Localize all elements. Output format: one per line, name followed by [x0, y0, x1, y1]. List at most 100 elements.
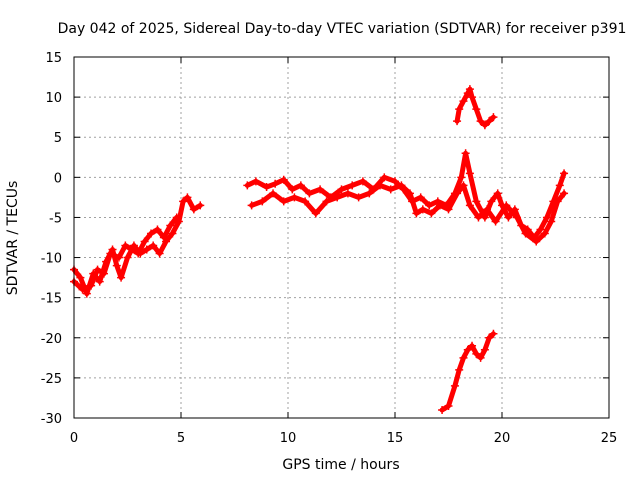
- data-point-marker: [322, 197, 331, 206]
- x-tick-label: 25: [601, 431, 618, 446]
- data-point-marker: [279, 175, 288, 184]
- data-point-marker: [485, 333, 494, 342]
- data-point-marker: [444, 205, 453, 214]
- data-point-marker: [427, 209, 436, 218]
- data-point-marker: [183, 193, 192, 202]
- chart-title: Day 042 of 2025, Sidereal Day-to-day VTE…: [58, 21, 627, 37]
- data-point-marker: [521, 229, 530, 238]
- data-point-marker: [463, 345, 472, 354]
- data-point-marker: [560, 189, 569, 198]
- data-point-marker: [487, 197, 496, 206]
- data-point-marker: [337, 185, 346, 194]
- data-point-marker: [461, 149, 470, 158]
- data-point-marker: [512, 213, 521, 222]
- data-point-marker: [380, 173, 389, 182]
- data-point-marker: [82, 289, 91, 298]
- data-point-marker: [149, 241, 158, 250]
- data-point-marker: [553, 197, 562, 206]
- data-point-marker: [455, 365, 464, 374]
- data-point-marker: [316, 185, 325, 194]
- data-point-marker: [472, 105, 481, 114]
- data-point-marker: [465, 85, 474, 94]
- data-point-marker: [485, 117, 494, 126]
- data-point-marker: [560, 169, 569, 178]
- data-point-marker: [95, 277, 104, 286]
- data-point-marker: [271, 179, 280, 188]
- data-point-marker: [386, 185, 395, 194]
- data-point-marker: [159, 233, 168, 242]
- data-point-marker: [459, 181, 468, 190]
- data-point-marker: [444, 401, 453, 410]
- data-point-marker: [288, 185, 297, 194]
- y-tick-label: 10: [45, 91, 62, 106]
- y-tick-label: 15: [45, 51, 62, 66]
- y-tick-labels: 15 10 5 0 -5 -10 -15 -20 -25 -30: [41, 51, 62, 427]
- data-point-marker: [114, 253, 123, 262]
- y-axis-label: SDTVAR / TECUs: [5, 181, 21, 296]
- data-point-marker: [463, 89, 472, 98]
- y-tick-label: -5: [49, 211, 62, 226]
- data-point-marker: [162, 237, 171, 246]
- series-track-2b: [247, 181, 569, 246]
- data-point-marker: [196, 201, 205, 210]
- data-point-marker: [311, 209, 320, 218]
- data-point-marker: [166, 221, 175, 230]
- data-point-marker: [555, 181, 564, 190]
- data-point-marker: [247, 201, 256, 210]
- data-point-marker: [87, 281, 96, 290]
- data-point-marker: [76, 273, 85, 282]
- data-point-marker: [305, 189, 314, 198]
- data-point-marker: [453, 117, 462, 126]
- data-point-marker: [450, 381, 459, 390]
- data-point-marker: [483, 205, 492, 214]
- data-point-marker: [155, 249, 164, 258]
- data-point-marker: [189, 205, 198, 214]
- data-point-marker: [123, 253, 132, 262]
- data-point-marker: [343, 189, 352, 198]
- data-point-marker: [474, 213, 483, 222]
- data-point-marker: [243, 181, 252, 190]
- data-point-marker: [365, 189, 374, 198]
- data-point-marker: [504, 213, 513, 222]
- x-axis-label: GPS time / hours: [282, 457, 399, 473]
- data-point-marker: [262, 182, 271, 191]
- data-point-marker: [532, 237, 541, 246]
- data-point-marker: [491, 217, 500, 226]
- data-point-marker: [147, 229, 156, 238]
- y-tick-label: -30: [41, 412, 62, 427]
- data-point-marker: [106, 249, 115, 258]
- plot-frame: [73, 56, 610, 419]
- x-tick-label: 20: [494, 431, 511, 446]
- data-point-marker: [416, 193, 425, 202]
- data-point-marker: [99, 269, 108, 278]
- y-tick-label: 0: [54, 171, 62, 186]
- data-point-marker: [536, 225, 545, 234]
- data-point-marker: [405, 189, 414, 198]
- y-tick-label: -15: [41, 292, 62, 307]
- data-point-marker: [412, 209, 421, 218]
- x-tick-label: 10: [280, 431, 297, 446]
- y-tick-label: 5: [54, 131, 62, 146]
- data-point-marker: [112, 261, 121, 270]
- data-point-marker: [493, 189, 502, 198]
- data-point-marker: [468, 93, 477, 102]
- data-point-marker: [179, 197, 188, 206]
- data-point-marker: [391, 177, 399, 186]
- data-point-marker: [489, 329, 498, 338]
- data-point-marker: [465, 201, 474, 210]
- data-point-marker: [453, 189, 462, 198]
- data-point-marker: [472, 197, 481, 206]
- x-tick-label: 0: [70, 431, 78, 446]
- series-track-3: [453, 85, 498, 130]
- data-point-marker: [476, 117, 485, 126]
- series-line: [71, 214, 180, 293]
- data-point-marker: [269, 189, 278, 198]
- data-point-marker: [542, 213, 551, 222]
- data-point-marker: [455, 105, 464, 114]
- data-point-marker: [465, 169, 474, 178]
- x-tick-label: 5: [177, 431, 185, 446]
- series-track-1b: [70, 213, 181, 294]
- data-point-marker: [547, 217, 556, 226]
